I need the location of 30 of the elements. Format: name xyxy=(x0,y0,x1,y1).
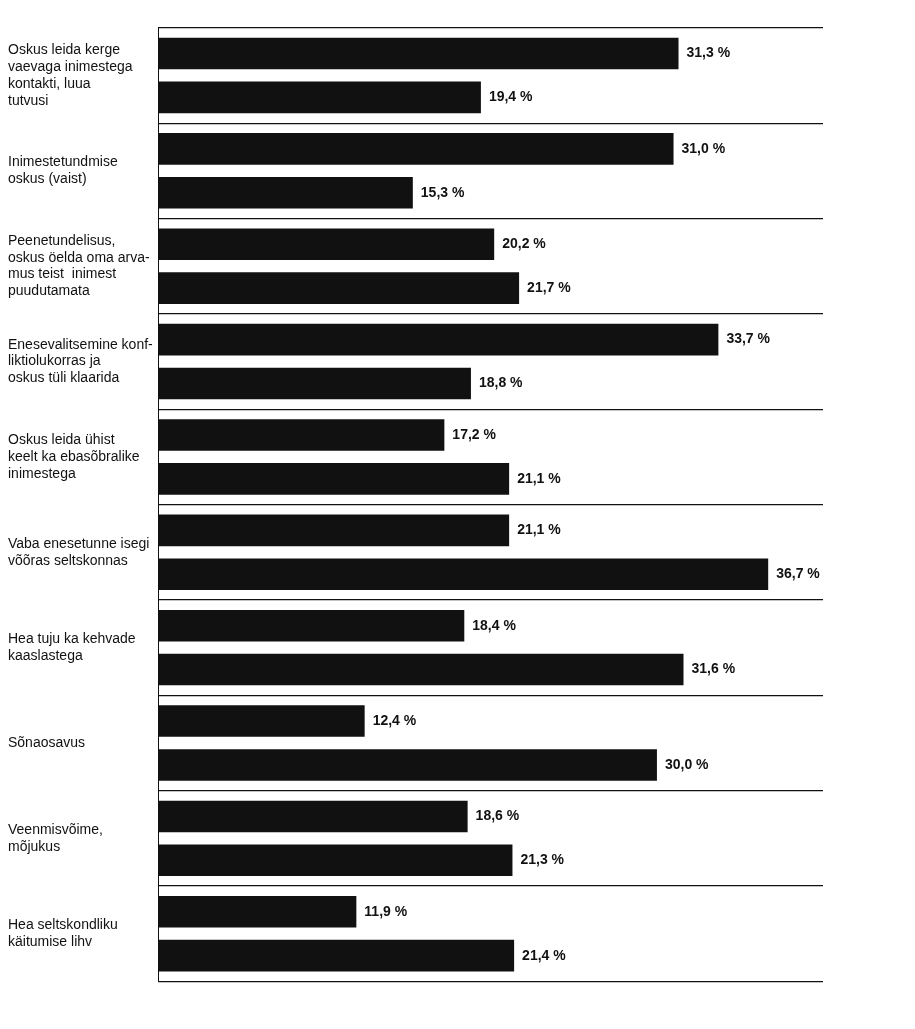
data-label: 18,4 % xyxy=(472,616,517,633)
y-tick-label: Inimestetundmise oskus (vaist) xyxy=(8,153,118,187)
data-label: 18,8 % xyxy=(478,374,524,391)
data-label: 15,3 % xyxy=(420,183,465,200)
data-label: 21,1 % xyxy=(517,469,562,486)
data-label: 12,4 % xyxy=(372,711,417,728)
y-tick-label: Sõnaosavus xyxy=(8,733,86,750)
y-tick-label: Veenmisvõime, mõjukus xyxy=(8,820,103,854)
data-label: 21,1 % xyxy=(517,521,562,538)
data-label: 18,6 % xyxy=(475,807,520,824)
data-label: 31,6 % xyxy=(691,660,736,677)
data-label: 20,2 % xyxy=(502,235,547,252)
data-label: 21,3 % xyxy=(520,851,565,868)
y-tick-label: Hea tuju ka kehvade kaaslastega xyxy=(8,630,136,663)
y-tick-label: Enesevalitsemine konf- liktiolukorras ja oskus tüli klaarida xyxy=(8,335,154,386)
data-label: 21,4 % xyxy=(522,946,567,963)
data-label: 17,2 % xyxy=(452,425,497,442)
y-tick-label: Vaba enesetunne isegi võõras seltskonnas xyxy=(8,534,150,568)
y-tick-label: Hea seltskondliku käitumise lihv xyxy=(8,916,118,949)
data-label: 31,0 % xyxy=(681,139,726,156)
y-tick-label: Oskus leida kerge vaevaga inimestega kontakti, luua tutvusi xyxy=(8,41,133,108)
data-label: 19,4 % xyxy=(488,88,534,105)
data-label: 11,9 % xyxy=(364,902,408,919)
y-tick-label: Peenetundelisus, oskus öelda oma arva- mus teist inimest puudutamata xyxy=(8,231,150,299)
data-label: 31,3 % xyxy=(686,44,731,61)
y-tick-label: Oskus leida ühist keelt ka ebasõbralike inimestega xyxy=(8,430,140,481)
data-label: 21,7 % xyxy=(527,278,572,295)
data-label: 36,7 % xyxy=(776,565,821,582)
data-label: 33,7 % xyxy=(726,330,771,347)
data-label: 30,0 % xyxy=(664,755,710,772)
